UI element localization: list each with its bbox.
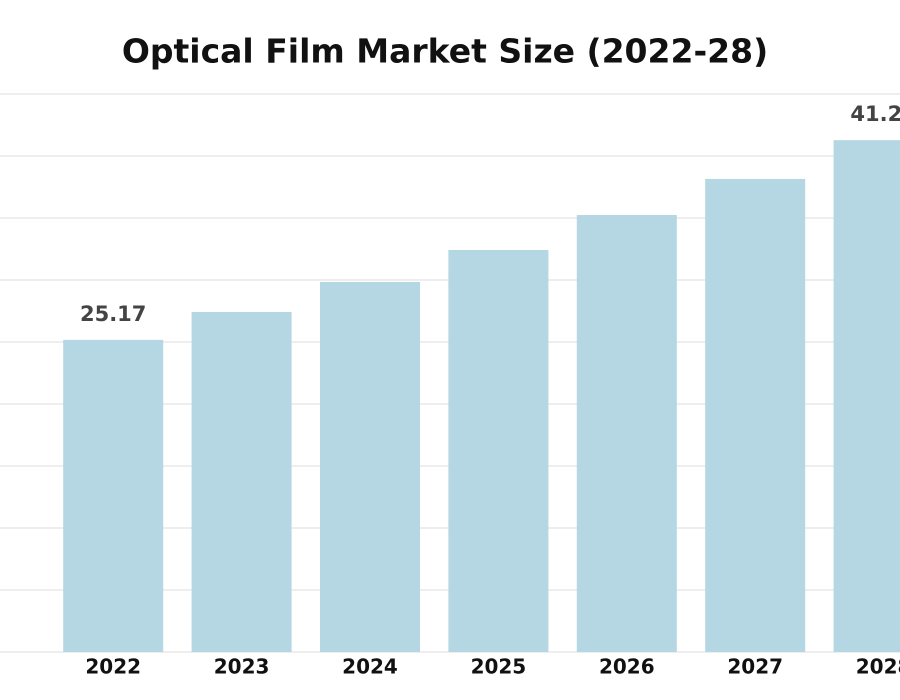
chart-title: Optical Film Market Size (2022-28) — [122, 32, 768, 71]
x-tick-label: 2026 — [599, 655, 655, 679]
x-tick-label: 2025 — [471, 655, 527, 679]
bar — [63, 339, 164, 652]
value-label: 25.17 — [80, 302, 146, 326]
x-tick-label: 2024 — [342, 655, 398, 679]
bar — [833, 140, 900, 653]
bar — [576, 215, 677, 653]
bar — [705, 178, 806, 652]
x-tick-label: 2028 — [856, 655, 900, 679]
x-tick-label: 2022 — [85, 655, 141, 679]
bar — [320, 281, 420, 652]
x-tick-label: 2023 — [214, 655, 270, 679]
x-tick-label: 2027 — [727, 655, 783, 679]
bar — [191, 311, 292, 652]
value-label: 41.28 — [850, 102, 900, 126]
bar — [448, 249, 549, 652]
